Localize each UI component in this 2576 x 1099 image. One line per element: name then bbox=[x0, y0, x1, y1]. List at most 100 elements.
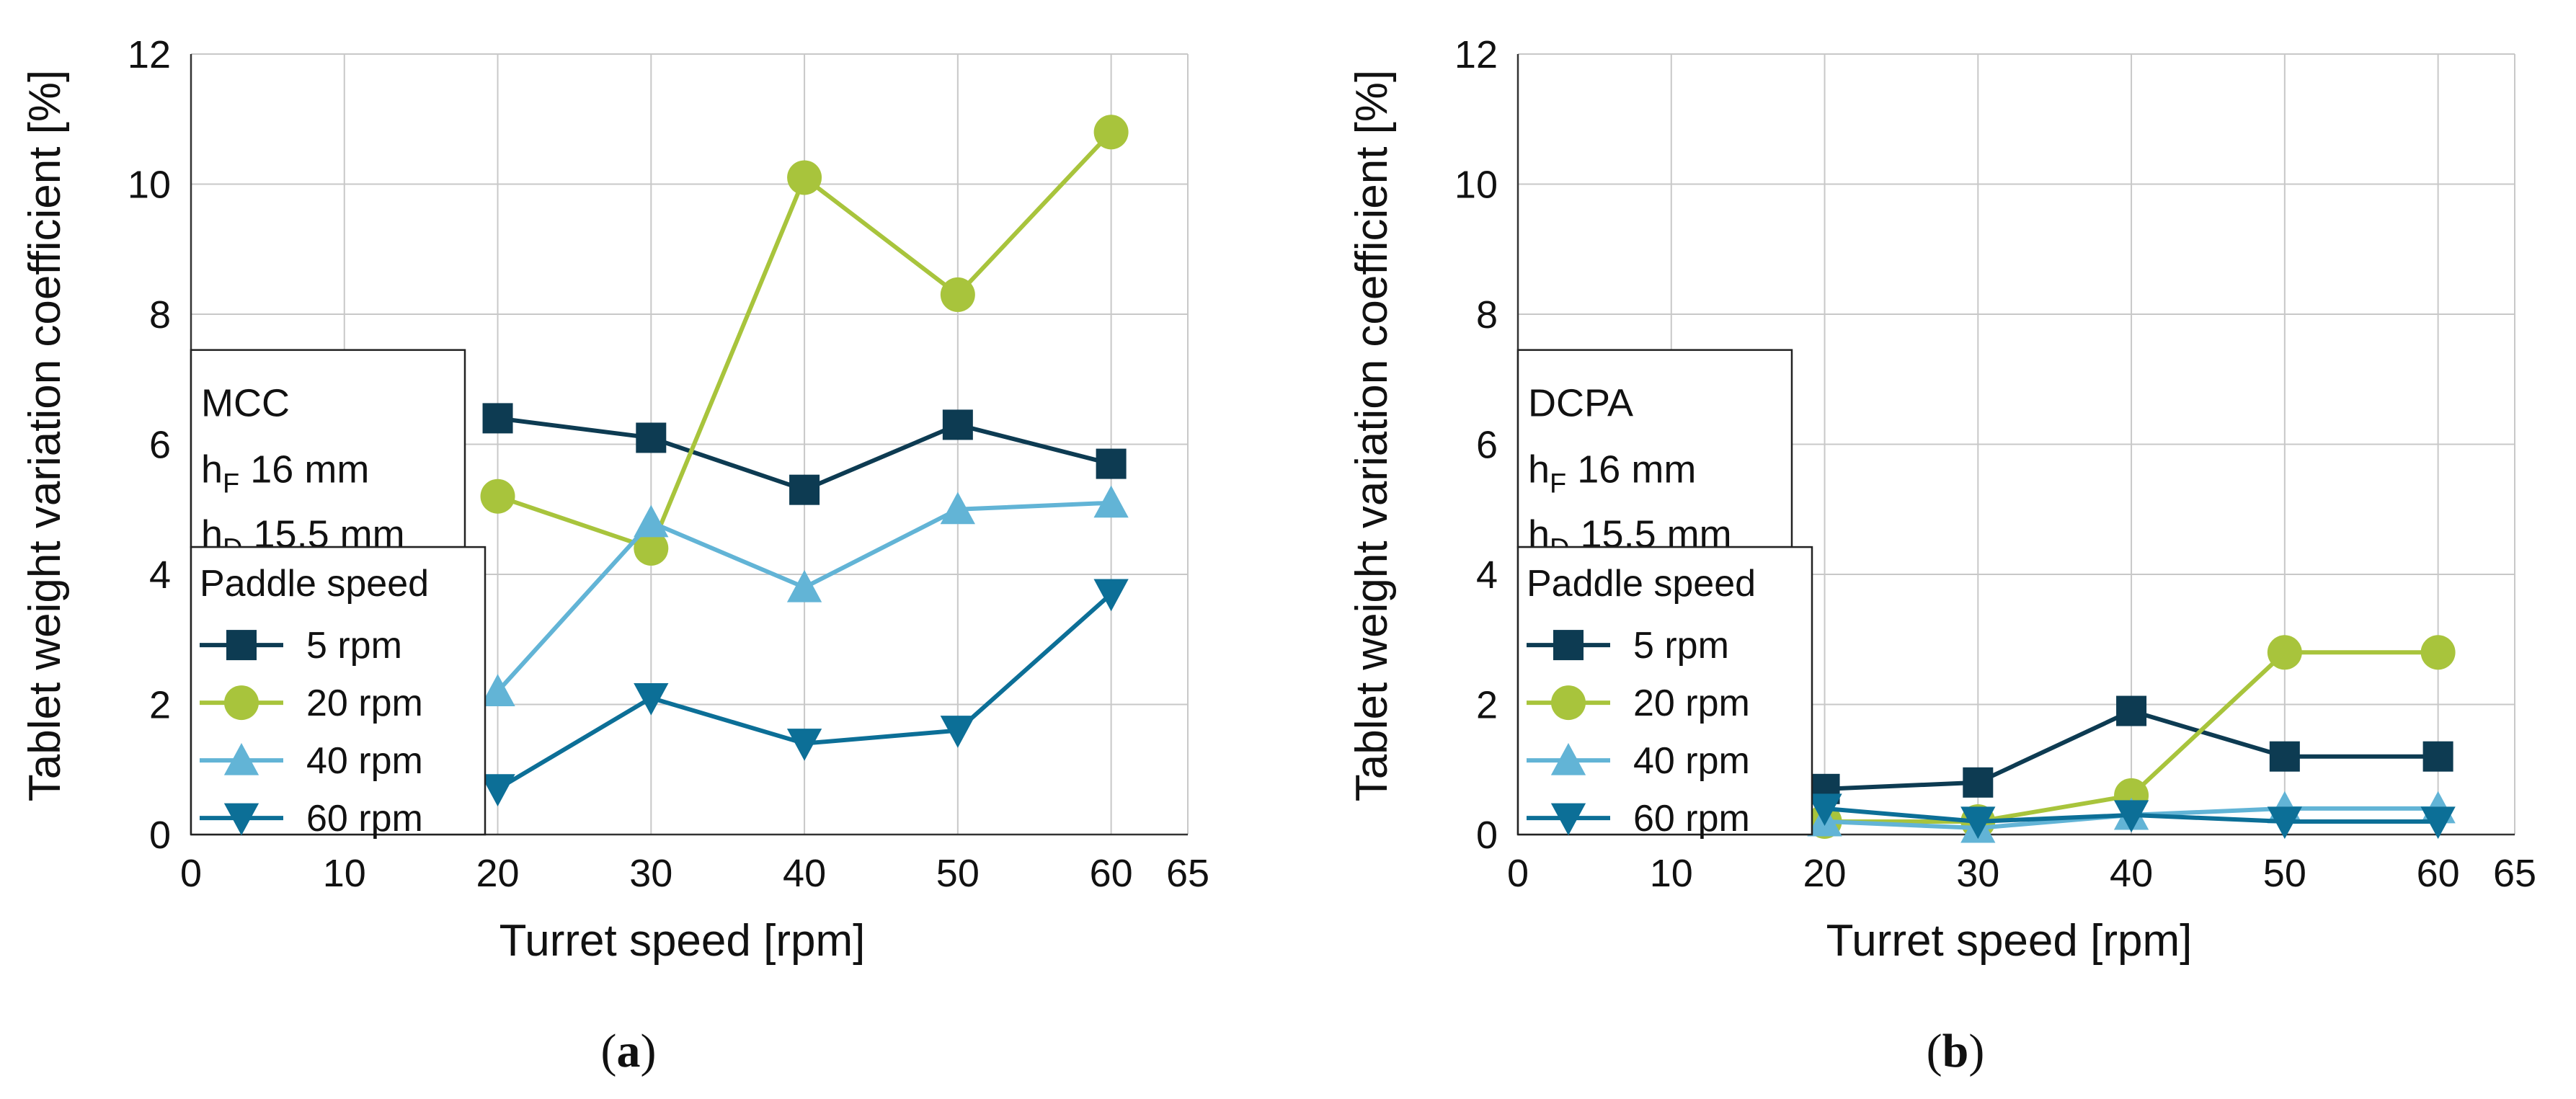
param-symbol: h bbox=[201, 448, 223, 491]
data-point bbox=[1093, 485, 1129, 518]
legend-marker bbox=[224, 685, 259, 721]
y-tick-label: 0 bbox=[1476, 814, 1498, 857]
data-point bbox=[634, 504, 669, 538]
legend-title: Paddle speed bbox=[1527, 563, 1756, 605]
y-tick-label: 2 bbox=[1476, 684, 1498, 727]
data-point bbox=[2420, 635, 2456, 670]
x-tick-label: 50 bbox=[936, 852, 980, 895]
y-axis-label: Tablet weight variation coefficient [%] bbox=[20, 70, 70, 802]
data-point bbox=[1960, 806, 1996, 840]
legend-label: 40 rpm bbox=[1633, 740, 1750, 782]
data-point bbox=[2422, 741, 2453, 772]
data-point bbox=[480, 774, 515, 806]
legend-marker bbox=[1550, 803, 1586, 836]
x-tick-label: 30 bbox=[1956, 852, 1999, 895]
data-point bbox=[942, 409, 973, 440]
data-point bbox=[789, 474, 820, 505]
x-tick-label: 10 bbox=[1650, 852, 1693, 895]
info-box-frame bbox=[1516, 349, 1793, 548]
y-tick-label: 6 bbox=[149, 424, 171, 467]
x-tick-label: 0 bbox=[180, 852, 202, 895]
caption-open: ( bbox=[1927, 1025, 1942, 1077]
param-subscript: F bbox=[223, 469, 239, 499]
legend-entry-1: 20 rpm bbox=[1527, 682, 1750, 724]
legend-entry-3: 60 rpm bbox=[200, 798, 423, 840]
x-tick-label: 65 bbox=[1166, 852, 1209, 895]
data-point bbox=[2267, 806, 2302, 840]
y-tick-label: 12 bbox=[1454, 33, 1498, 76]
legend-marker bbox=[1553, 630, 1584, 661]
y-tick-label: 6 bbox=[1476, 424, 1498, 467]
y-tick-label: 2 bbox=[149, 684, 171, 727]
series-3 bbox=[1807, 793, 2456, 840]
legend: Paddle speed 5 rpm 20 rpm 40 rpm 60 rpm bbox=[1516, 546, 1813, 840]
data-point bbox=[940, 716, 975, 748]
info-box-frame bbox=[190, 349, 466, 548]
data-point bbox=[634, 530, 669, 566]
y-tick-label: 10 bbox=[1454, 164, 1498, 207]
chart-panel-a: 0 10 20 30 40 50 60 65 0 2 4 6 8 10 12 Turret speed [rp… bbox=[20, 33, 1209, 1077]
legend-entry-2: 40 rpm bbox=[1527, 740, 1750, 782]
legend-label: 40 rpm bbox=[306, 740, 423, 782]
x-tick-label: 10 bbox=[323, 852, 366, 895]
legend-label: 5 rpm bbox=[306, 625, 402, 667]
data-point bbox=[940, 277, 975, 312]
y-tick-label: 0 bbox=[149, 814, 171, 857]
panel-caption: (b) bbox=[1927, 1025, 1985, 1077]
x-tick-label: 20 bbox=[476, 852, 519, 895]
legend-entry-0: 5 rpm bbox=[200, 625, 402, 667]
series-3 bbox=[480, 579, 1129, 806]
data-point bbox=[2116, 695, 2147, 726]
x-tick-label: 40 bbox=[783, 852, 826, 895]
y-tick-label: 4 bbox=[149, 553, 171, 597]
param-value: 16 mm bbox=[1566, 448, 1696, 491]
param-0: hF 16 mm bbox=[201, 448, 369, 499]
data-point bbox=[480, 479, 515, 514]
legend-entry-0: 5 rpm bbox=[1527, 625, 1729, 667]
material-label: DCPA bbox=[1528, 382, 1633, 425]
legend-marker bbox=[1551, 685, 1586, 721]
material-label: MCC bbox=[201, 382, 290, 425]
param-value: 16 mm bbox=[239, 448, 369, 491]
data-point bbox=[634, 682, 669, 716]
data-point bbox=[1096, 448, 1127, 479]
legend-label: 20 rpm bbox=[1633, 682, 1750, 724]
caption-close: ) bbox=[641, 1025, 657, 1077]
legend-label: 20 rpm bbox=[306, 682, 423, 724]
x-tick-label: 65 bbox=[2493, 852, 2536, 895]
data-point bbox=[2113, 800, 2149, 833]
data-point bbox=[1093, 579, 1129, 612]
caption-open: ( bbox=[601, 1025, 617, 1077]
series-1 bbox=[480, 115, 1129, 566]
legend-label: 60 rpm bbox=[1633, 798, 1750, 840]
y-tick-label: 4 bbox=[1476, 553, 1498, 597]
legend-marker bbox=[226, 630, 257, 661]
legend-label: 5 rpm bbox=[1633, 625, 1729, 667]
caption-letter: a bbox=[617, 1025, 641, 1077]
x-axis-label: Turret speed [rpm] bbox=[1826, 916, 2193, 966]
panel-caption: (a) bbox=[601, 1025, 657, 1077]
data-point bbox=[2267, 635, 2302, 670]
y-tick-label: 12 bbox=[128, 33, 171, 76]
param-symbol: h bbox=[1528, 448, 1550, 491]
caption-letter: b bbox=[1942, 1025, 1969, 1077]
data-point bbox=[2269, 741, 2300, 772]
x-tick-label: 40 bbox=[2110, 852, 2153, 895]
series-0 bbox=[482, 403, 1127, 505]
data-point bbox=[482, 403, 513, 434]
legend-entry-1: 20 rpm bbox=[200, 682, 423, 724]
series-2 bbox=[480, 485, 1129, 706]
y-tick-label: 8 bbox=[149, 293, 171, 337]
legend: Paddle speed 5 rpm 20 rpm 40 rpm 60 rpm bbox=[190, 546, 487, 840]
x-tick-label: 50 bbox=[2263, 852, 2306, 895]
legend-entry-3: 60 rpm bbox=[1527, 798, 1750, 840]
chart-panel-b: 0 10 20 30 40 50 60 65 0 2 4 6 8 10 12 Turret speed [rp… bbox=[1347, 33, 2536, 1077]
legend-entry-2: 40 rpm bbox=[200, 740, 423, 782]
legend-marker bbox=[223, 803, 259, 836]
legend-label: 60 rpm bbox=[306, 798, 423, 840]
caption-close: ) bbox=[1968, 1025, 1984, 1077]
data-point bbox=[2420, 806, 2456, 840]
